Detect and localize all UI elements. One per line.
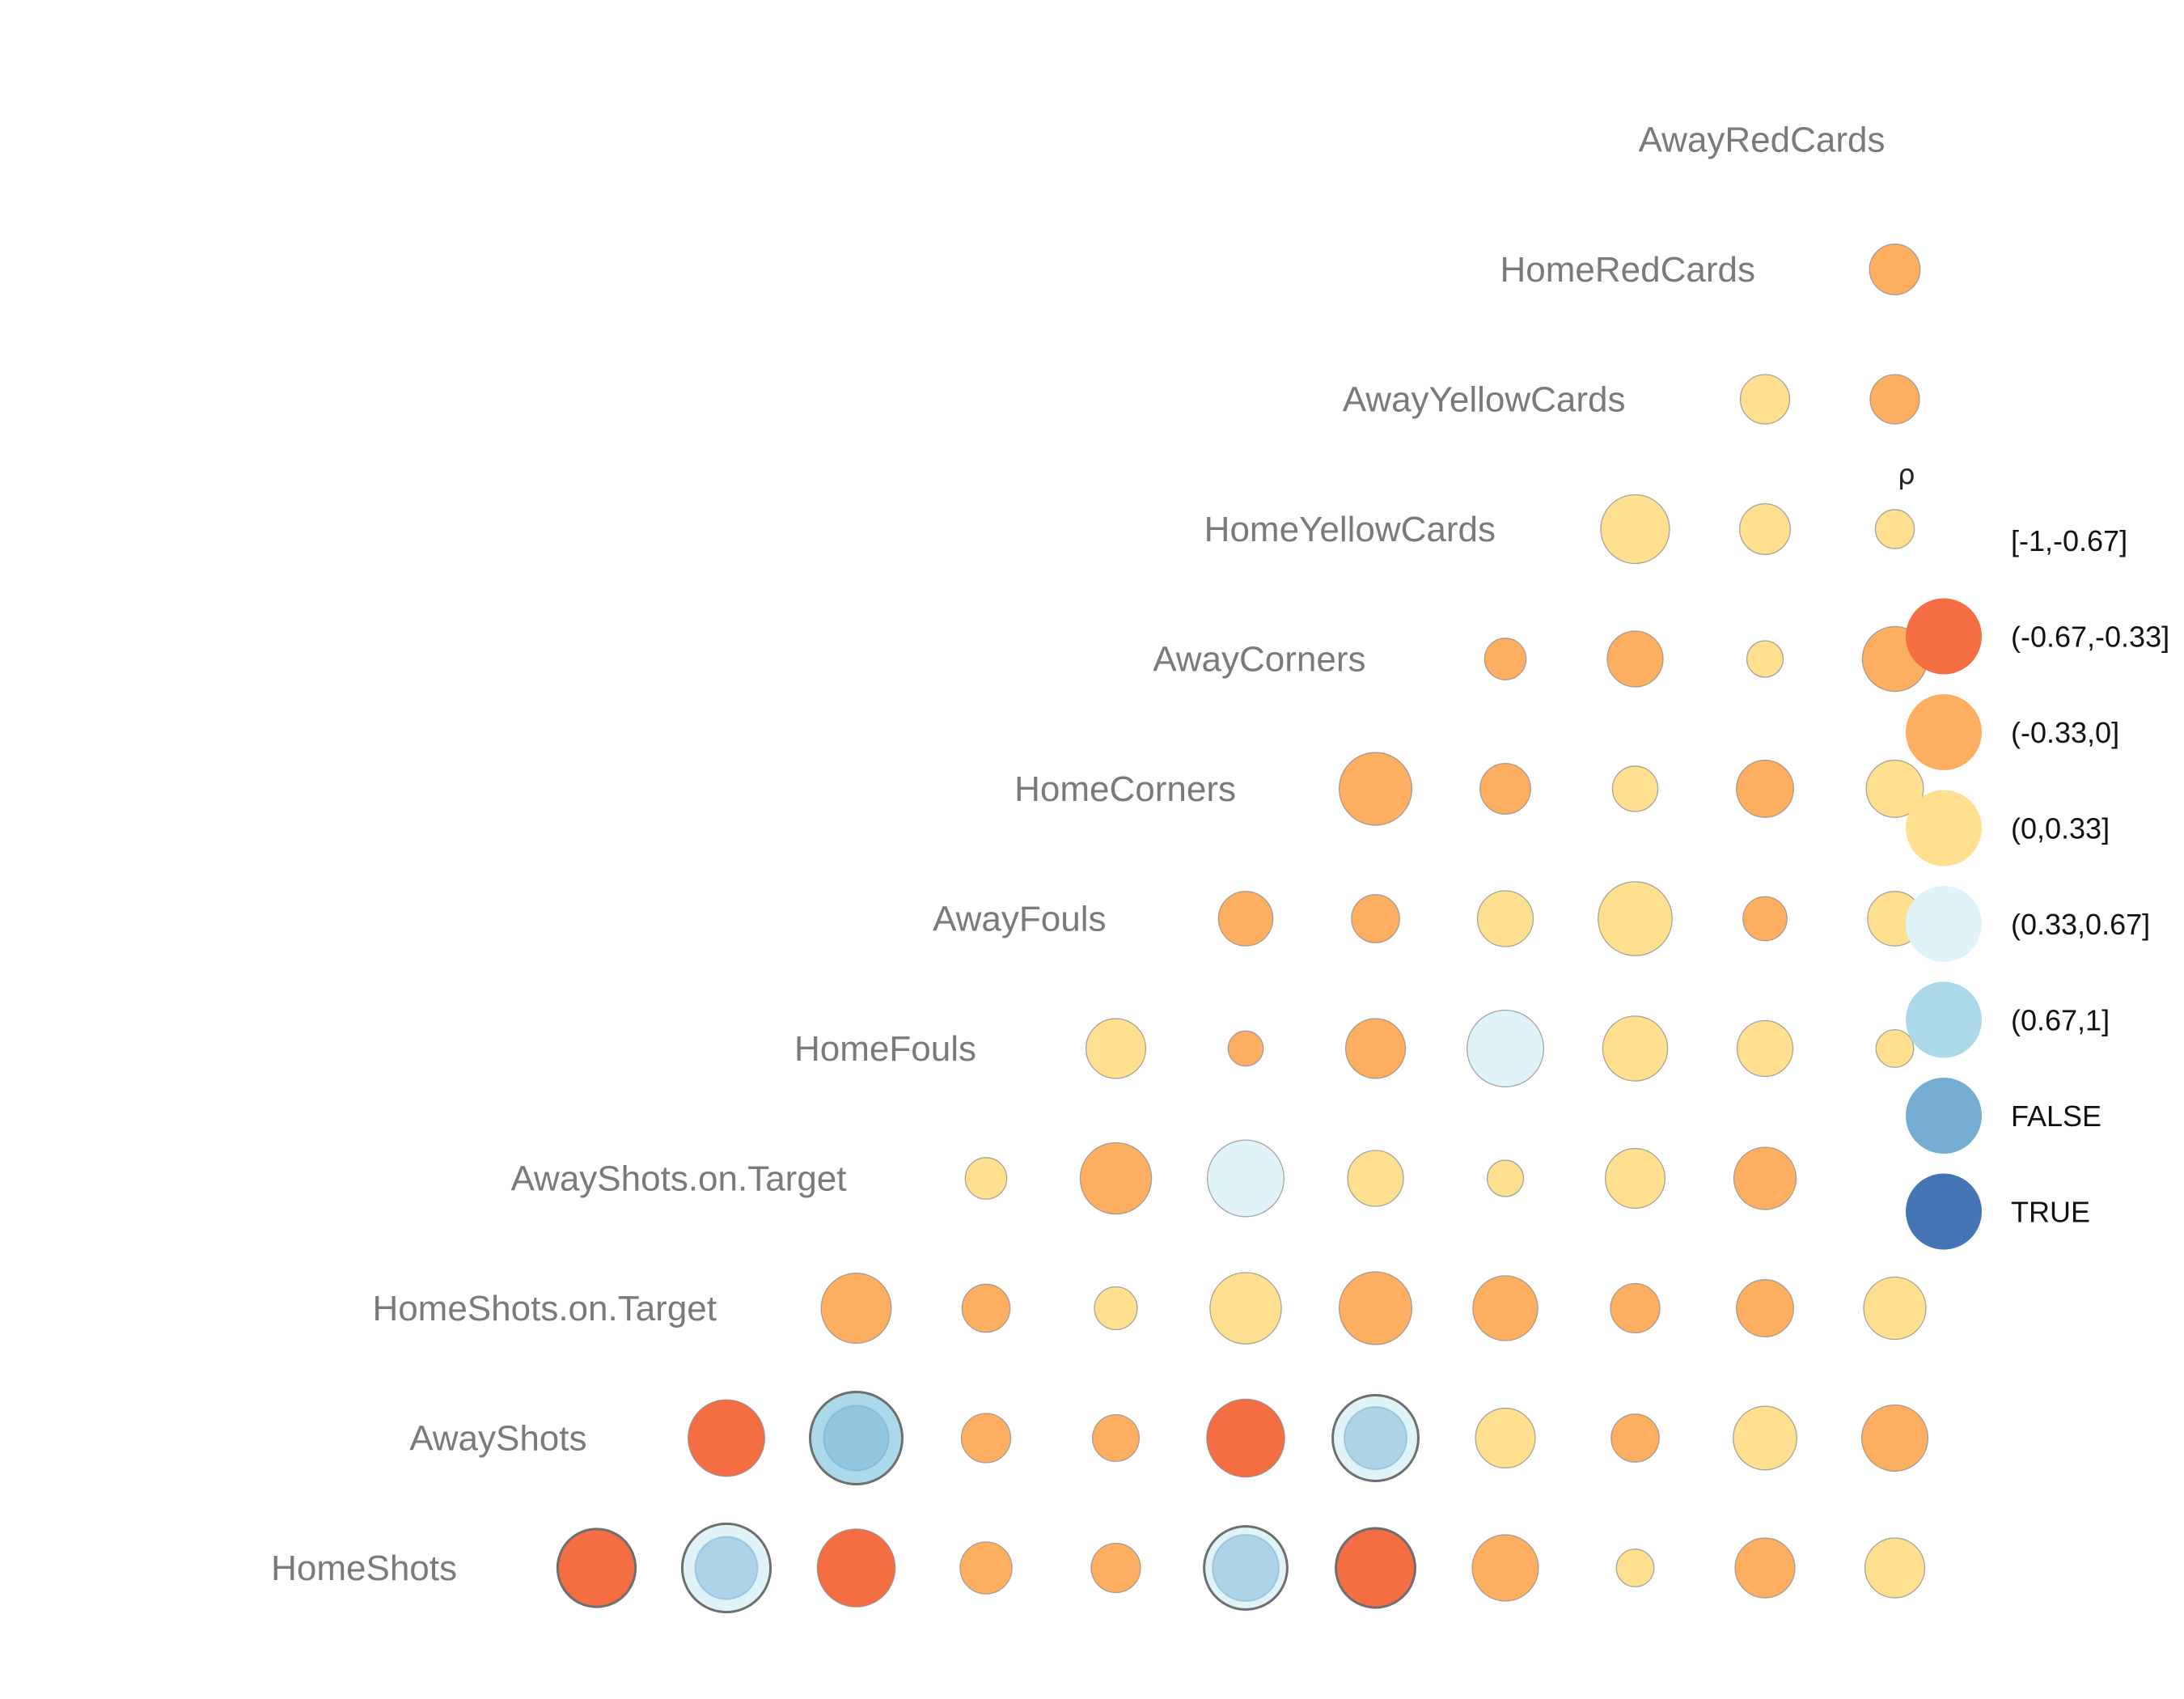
legend-label: FALSE [2011,1099,2101,1133]
correlation-circle [1611,765,1659,812]
legend-title: ρ [1898,459,1915,491]
legend-swatch [1906,886,1982,962]
variable-label: HomeCorners [1014,769,1236,809]
correlation-circle [1736,1279,1794,1337]
variable-label: AwayShots [409,1419,586,1459]
legend-swatch [1906,981,1982,1058]
correlation-circle [820,1273,892,1344]
correlation-circle [1600,494,1670,565]
correlation-circle [556,1527,637,1608]
correlation-circle [1610,1413,1660,1463]
correlation-circle [1864,1537,1926,1599]
variable-label: HomeFouls [794,1029,976,1069]
correlation-circle [1875,1029,1915,1068]
correlation-circle [1475,1407,1536,1469]
legend-label: (0,0.33] [2011,812,2110,845]
correlation-circle [1471,1534,1539,1602]
correlation-circle [1090,1542,1141,1594]
correlation-circle [1484,638,1527,680]
legend-label: (-0.33,0] [2011,716,2119,749]
variable-label: HomeRedCards [1500,250,1755,290]
correlation-circle [1479,763,1531,815]
correlation-circle [1472,1275,1539,1341]
correlation-circle [1347,1150,1404,1207]
correlation-circle [1598,881,1673,956]
correlation-circle [1203,1525,1289,1611]
correlation-circles [556,244,1929,1614]
correlation-circle [1736,760,1794,818]
correlation-circle [1615,1549,1655,1587]
correlation-circle [1338,752,1413,826]
legend-label: (0.33,0.67] [2011,908,2150,941]
legend-swatch [1906,694,1982,770]
correlation-circle [1338,1271,1413,1345]
variable-label: AwayFouls [933,900,1106,939]
correlation-circle [816,1528,896,1608]
correlation-circle [1736,1019,1794,1078]
correlation-circle [1610,1282,1661,1334]
correlation-circle [1331,1394,1420,1482]
legend-label: [-1,-0.67] [2011,524,2127,557]
legend-swatch [1906,1078,1982,1154]
correlation-circle [1094,1286,1138,1331]
variable-label: HomeShots.on.Target [372,1289,717,1328]
correlation-circle [1335,1527,1416,1609]
variable-labels: HomeShots AwayShots HomeShots.on.Target Awa… [271,121,1885,1589]
correlation-circle [959,1541,1013,1595]
correlation-circle [1869,374,1920,425]
legend-label: (0.67,1] [2011,1004,2110,1037]
correlation-circle [964,1157,1008,1200]
legend-label: (-0.67,-0.33] [2011,621,2169,654]
correlation-circle [1742,896,1788,942]
correlation-circle [1733,1405,1797,1471]
correlation-circle [1746,640,1784,678]
significance-circle [823,1405,890,1472]
significance-circle [1212,1534,1280,1602]
correlation-circle [1606,630,1664,688]
correlation-circle [961,1283,1011,1333]
correlation-circle [1207,1139,1285,1218]
legend-swatch [1906,790,1982,866]
correlation-circle [1874,509,1915,549]
correlation-circle [1733,1146,1797,1210]
correlation-circle [1209,1272,1282,1345]
correlation-circle [1206,1398,1285,1478]
correlation-circle [1467,1010,1544,1087]
variable-label: AwayShots.on.Target [511,1159,847,1199]
legend: ρ [-1,-0.67] (-0.67,-0.33] (-0.33,0] (0,0.3… [1898,459,2169,1250]
variable-label: HomeShots [271,1549,457,1588]
correlation-circle [1476,890,1534,947]
correlation-circle [1091,1413,1141,1463]
correlation-circle [1860,1404,1929,1472]
correlation-circle [1869,244,1921,295]
variable-label: AwayCorners [1153,640,1365,680]
correlation-circle [1217,891,1274,947]
correlation-circle [1085,1018,1147,1079]
significance-circle [1343,1405,1408,1471]
legend-swatch [1906,1173,1982,1250]
correlation-circle [1344,1018,1407,1079]
correlation-circle [1865,760,1924,818]
correlation-circle [1486,1159,1525,1197]
correlation-circle [1079,1142,1153,1215]
correlation-circle [960,1413,1012,1464]
significance-circle [694,1536,759,1600]
correlation-circle [1227,1030,1264,1067]
variable-label: AwayYellowCards [1343,380,1626,420]
correlation-circle [1734,1537,1796,1599]
correlation-circle [1739,374,1791,425]
correlation-circle [1602,1015,1669,1082]
correlation-circle [1604,1147,1666,1210]
variable-label: HomeYellowCards [1204,510,1496,549]
correlation-circle [1351,894,1400,943]
legend-swatch [1906,598,1982,675]
significance-circle [574,1545,619,1591]
correlation-circle [1863,1276,1927,1341]
correlation-circle [1739,503,1791,555]
variable-label: AwayRedCards [1639,121,1886,160]
correlation-circle [688,1399,765,1477]
legend-label: TRUE [2011,1196,2090,1229]
